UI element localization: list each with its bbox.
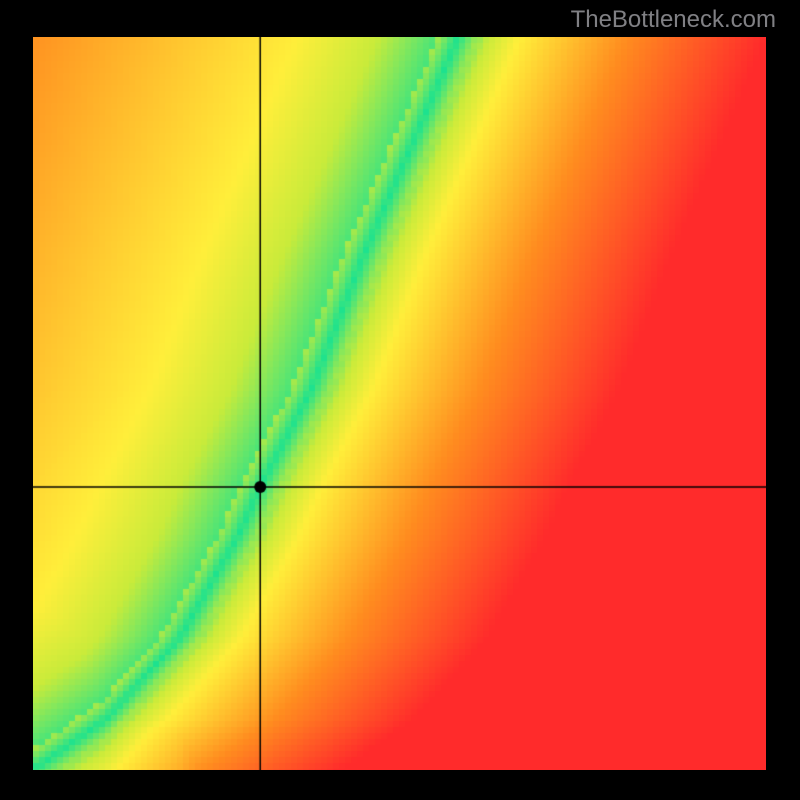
heatmap-canvas xyxy=(33,37,766,770)
bottleneck-heatmap xyxy=(33,37,766,770)
watermark: TheBottleneck.com xyxy=(571,6,776,34)
